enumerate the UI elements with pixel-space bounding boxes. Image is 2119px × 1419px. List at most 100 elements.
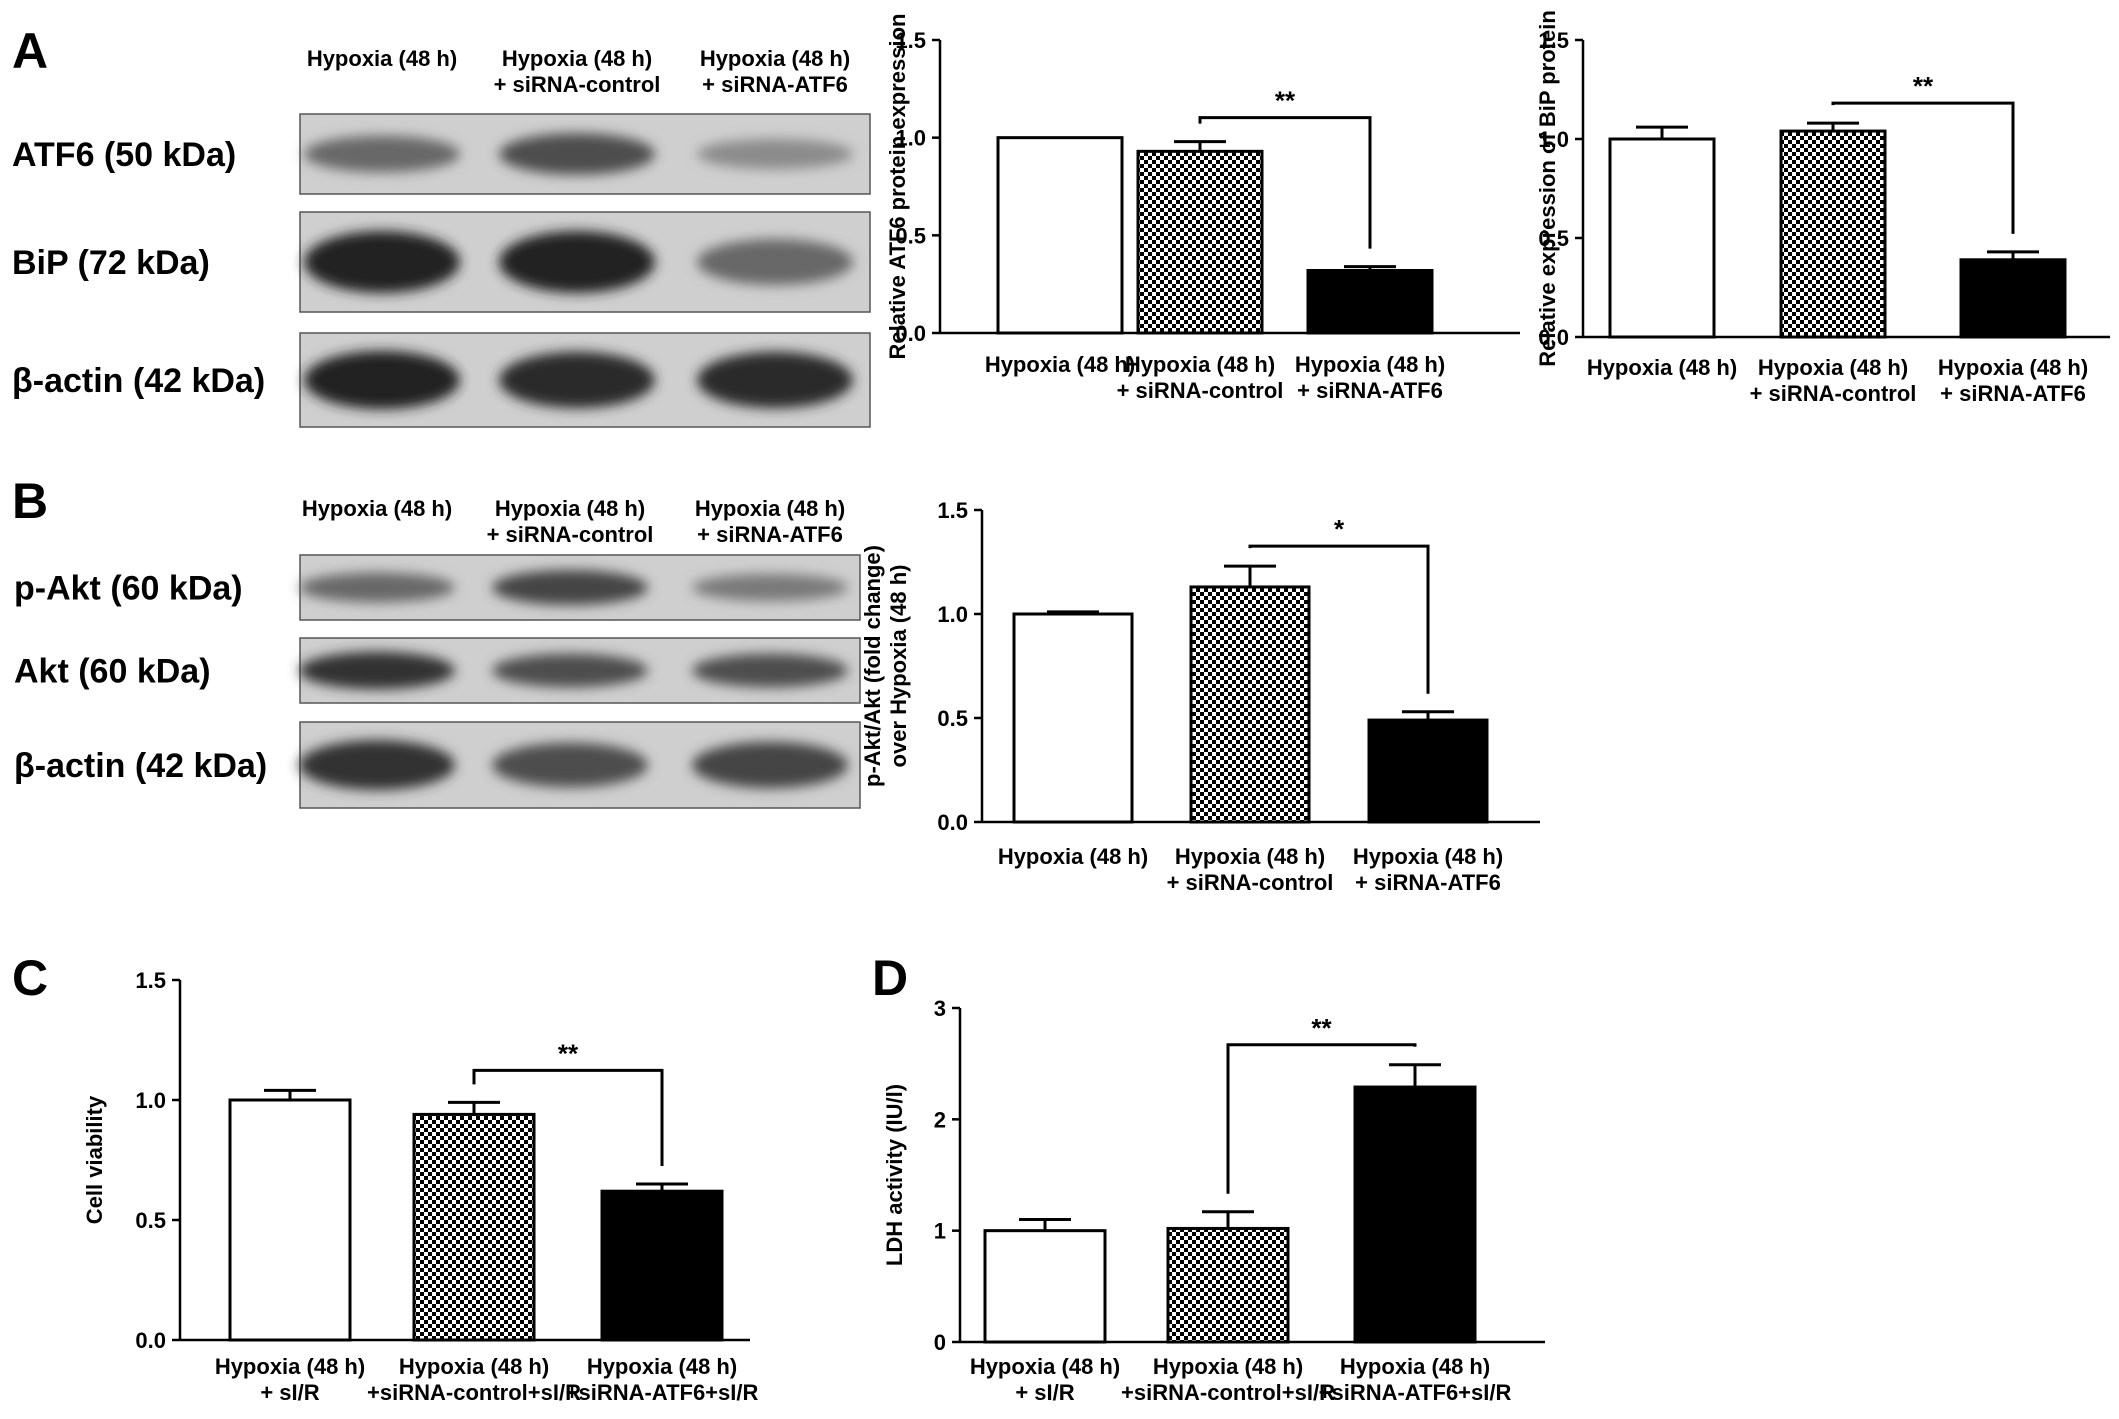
bar: [600, 1189, 724, 1342]
bar: [1166, 1226, 1290, 1344]
significance-label: **: [1275, 86, 1296, 116]
y-tick-label: 0.5: [1538, 226, 1569, 251]
y-axis-label: Cell viability: [82, 1095, 107, 1224]
western-blot-b: Hypoxia (48 h) Hypoxia (48 h) + siRNA-cont…: [14, 496, 861, 809]
y-tick-label: 3: [934, 996, 946, 1021]
significance-bracket: [1198, 116, 1372, 249]
y-tick-label: 0.5: [937, 706, 968, 731]
y-tick-label: 1.5: [937, 498, 968, 523]
y-tick-label: 1.5: [895, 28, 926, 53]
bar: [1012, 612, 1134, 824]
lane-label: Hypoxia (48 h) + siRNA-ATF6: [695, 496, 845, 547]
blot-band: [692, 573, 848, 602]
blot-band: [299, 572, 455, 603]
lane-label: Hypoxia (48 h) + siRNA-ATF6: [700, 46, 850, 97]
bar: [1959, 258, 2067, 339]
x-category-label: Hypoxia (48 h) + sI/R: [215, 1354, 365, 1405]
y-axis-label: LDH activity (IU/l): [882, 1084, 907, 1266]
blot-band: [697, 239, 853, 285]
y-tick-label: 1.0: [937, 602, 968, 627]
blot-band: [304, 231, 460, 293]
significance-bracket: [1226, 1043, 1417, 1194]
y-tick-label: 0.0: [937, 810, 968, 835]
y-tick-label: 2: [934, 1107, 946, 1132]
blot-row-label: p-Akt (60 kDa): [14, 570, 243, 608]
blot-band: [492, 742, 648, 788]
y-tick-label: 0.0: [135, 1328, 166, 1353]
y-axis-label: Relative expression of BiP protein: [1535, 10, 1560, 367]
blot-band: [697, 138, 853, 170]
x-category-label: Hypoxia (48 h) +siRNA-ATF6+sI/R: [1319, 1354, 1512, 1405]
significance-bracket: [1248, 544, 1430, 694]
bar: [983, 1229, 1107, 1344]
bar: [1189, 585, 1311, 824]
lane-label: Hypoxia (48 h) + siRNA-control: [494, 46, 661, 97]
y-tick-label: 1.0: [135, 1088, 166, 1113]
blot-band: [492, 569, 648, 606]
y-tick-label: 0.5: [135, 1208, 166, 1233]
panel-letter-b: B: [12, 473, 48, 529]
bar: [228, 1098, 352, 1342]
x-category-label: Hypoxia (48 h) +siRNA-control+sI/R: [1121, 1354, 1335, 1405]
blot-band: [692, 653, 848, 688]
blot-row-label: Akt (60 kDa): [14, 653, 211, 691]
blot-band: [499, 133, 655, 175]
bar: [1779, 129, 1887, 339]
y-tick-label: 1.0: [895, 126, 926, 151]
blot-band: [499, 231, 655, 293]
significance-label: *: [1334, 514, 1345, 544]
chart-c: 0.0 0.5 1.0 1.5 Cell viability Hypoxia (48 h)…: [82, 968, 758, 1405]
significance-bracket: [472, 1068, 664, 1166]
blot-band: [692, 741, 848, 789]
x-category-label: Hypoxia (48 h) + siRNA-ATF6: [1295, 352, 1445, 403]
blot-row-label: β-actin (42 kDa): [12, 362, 265, 400]
blot-band: [299, 740, 455, 790]
y-tick-label: 0.0: [1538, 325, 1569, 350]
bar: [1608, 137, 1716, 339]
chart-d: 0 1 2 3 LDH activity (IU/l) Hypoxia (48 h) + s…: [882, 996, 1545, 1405]
y-tick-label: 1.5: [1538, 28, 1569, 53]
panel-letter-a: A: [12, 23, 48, 79]
lane-label: Hypoxia (48 h): [302, 496, 452, 521]
x-category-label: Hypoxia (48 h) + siRNA-control: [1117, 352, 1284, 403]
bar: [1367, 718, 1489, 824]
y-axis-label: Relative ATF6 protein expression: [885, 14, 910, 360]
x-category-label: Hypoxia (48 h): [998, 844, 1148, 869]
x-category-label: Hypoxia (48 h) + siRNA-control: [1750, 355, 1917, 406]
bar: [1353, 1085, 1477, 1344]
x-category-label: Hypoxia (48 h) + sI/R: [970, 1354, 1120, 1405]
x-category-label: Hypoxia (48 h) + siRNA-control: [1167, 844, 1334, 895]
bar: [1136, 149, 1264, 335]
bar: [1306, 268, 1434, 335]
significance-bracket: [1831, 101, 2015, 234]
blot-band: [304, 135, 460, 173]
lane-label: Hypoxia (48 h): [307, 46, 457, 71]
panel-letter-c: C: [12, 950, 48, 1006]
blot-band: [499, 351, 655, 409]
y-tick-label: 1: [934, 1219, 946, 1244]
x-category-label: Hypoxia (48 h): [1587, 355, 1737, 380]
significance-label: **: [1913, 71, 1934, 101]
blot-band: [299, 651, 455, 690]
x-category-label: Hypoxia (48 h) + siRNA-ATF6: [1938, 355, 2088, 406]
blot-band: [492, 653, 648, 688]
x-category-label: Hypoxia (48 h) +siRNA-control+sI/R: [367, 1354, 581, 1405]
y-axis-label: p-Akt/Akt (fold change)over Hypoxia (48 …: [860, 545, 911, 787]
blot-row-label: ATF6 (50 kDa): [12, 136, 236, 174]
x-category-label: Hypoxia (48 h): [985, 352, 1135, 377]
bar: [996, 136, 1124, 335]
blot-band: [304, 350, 460, 410]
y-tick-label: 0: [934, 1330, 946, 1355]
bar: [412, 1112, 536, 1342]
lane-label: Hypoxia (48 h) + siRNA-control: [487, 496, 654, 547]
significance-label: **: [1311, 1013, 1332, 1043]
x-category-label: Hypoxia (48 h) + siRNA-ATF6: [1353, 844, 1503, 895]
blot-row-label: BiP (72 kDa): [12, 244, 210, 282]
y-tick-label: 0.5: [895, 223, 926, 248]
blot-row-label: β-actin (42 kDa): [14, 747, 267, 785]
panel-letter-d: D: [872, 950, 908, 1006]
y-tick-label: 1.0: [1538, 127, 1569, 152]
